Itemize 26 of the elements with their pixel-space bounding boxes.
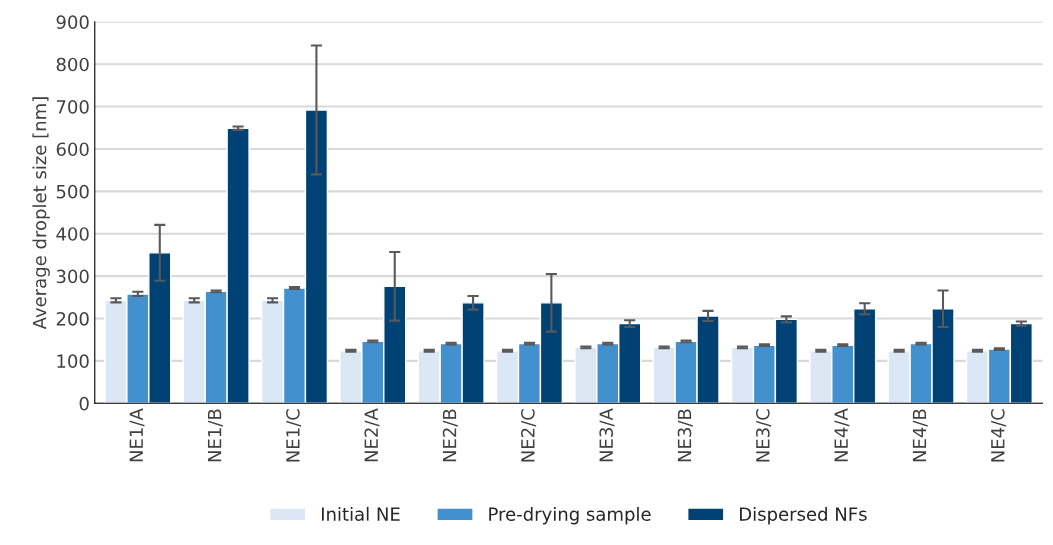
y-tick-label: 400 bbox=[56, 227, 89, 241]
y-tick-label: 800 bbox=[56, 57, 89, 72]
legend-label: Dispersed NFs bbox=[740, 506, 867, 525]
y-tick-label: 100 bbox=[57, 354, 89, 369]
y-tick-label: 200 bbox=[56, 311, 89, 326]
x-tick-label: NE2/B bbox=[442, 409, 458, 462]
x-tick-label: NE4/B bbox=[912, 409, 928, 462]
legend-label: Initial NE bbox=[321, 506, 400, 521]
x-tick-label: NE3/A bbox=[599, 408, 615, 462]
x-tick-label: NE1/C bbox=[286, 409, 302, 462]
y-tick-label: 900 bbox=[56, 15, 89, 29]
x-tick-label: NE4/A bbox=[834, 408, 850, 462]
y-tick-label: 600 bbox=[56, 142, 89, 157]
x-tick-label: NE2/A bbox=[364, 408, 380, 462]
x-tick-label: NE2/C bbox=[521, 409, 537, 462]
x-tick-label: NE1/B bbox=[207, 409, 223, 462]
y-axis-title: Average droplet size [nm] bbox=[32, 97, 50, 330]
legend-label: Pre-drying sample bbox=[489, 506, 651, 525]
x-tick-label: NE4/C bbox=[990, 409, 1007, 462]
x-tick-label: NE3/B bbox=[677, 409, 693, 462]
y-tick-label: 300 bbox=[56, 269, 89, 284]
y-tick-label: 500 bbox=[56, 184, 89, 199]
y-tick-label: 700 bbox=[56, 100, 89, 114]
x-tick-label: NE1/A bbox=[129, 408, 145, 462]
y-tick-label: 0 bbox=[79, 396, 89, 411]
x-tick-label: NE3/C bbox=[756, 409, 772, 462]
